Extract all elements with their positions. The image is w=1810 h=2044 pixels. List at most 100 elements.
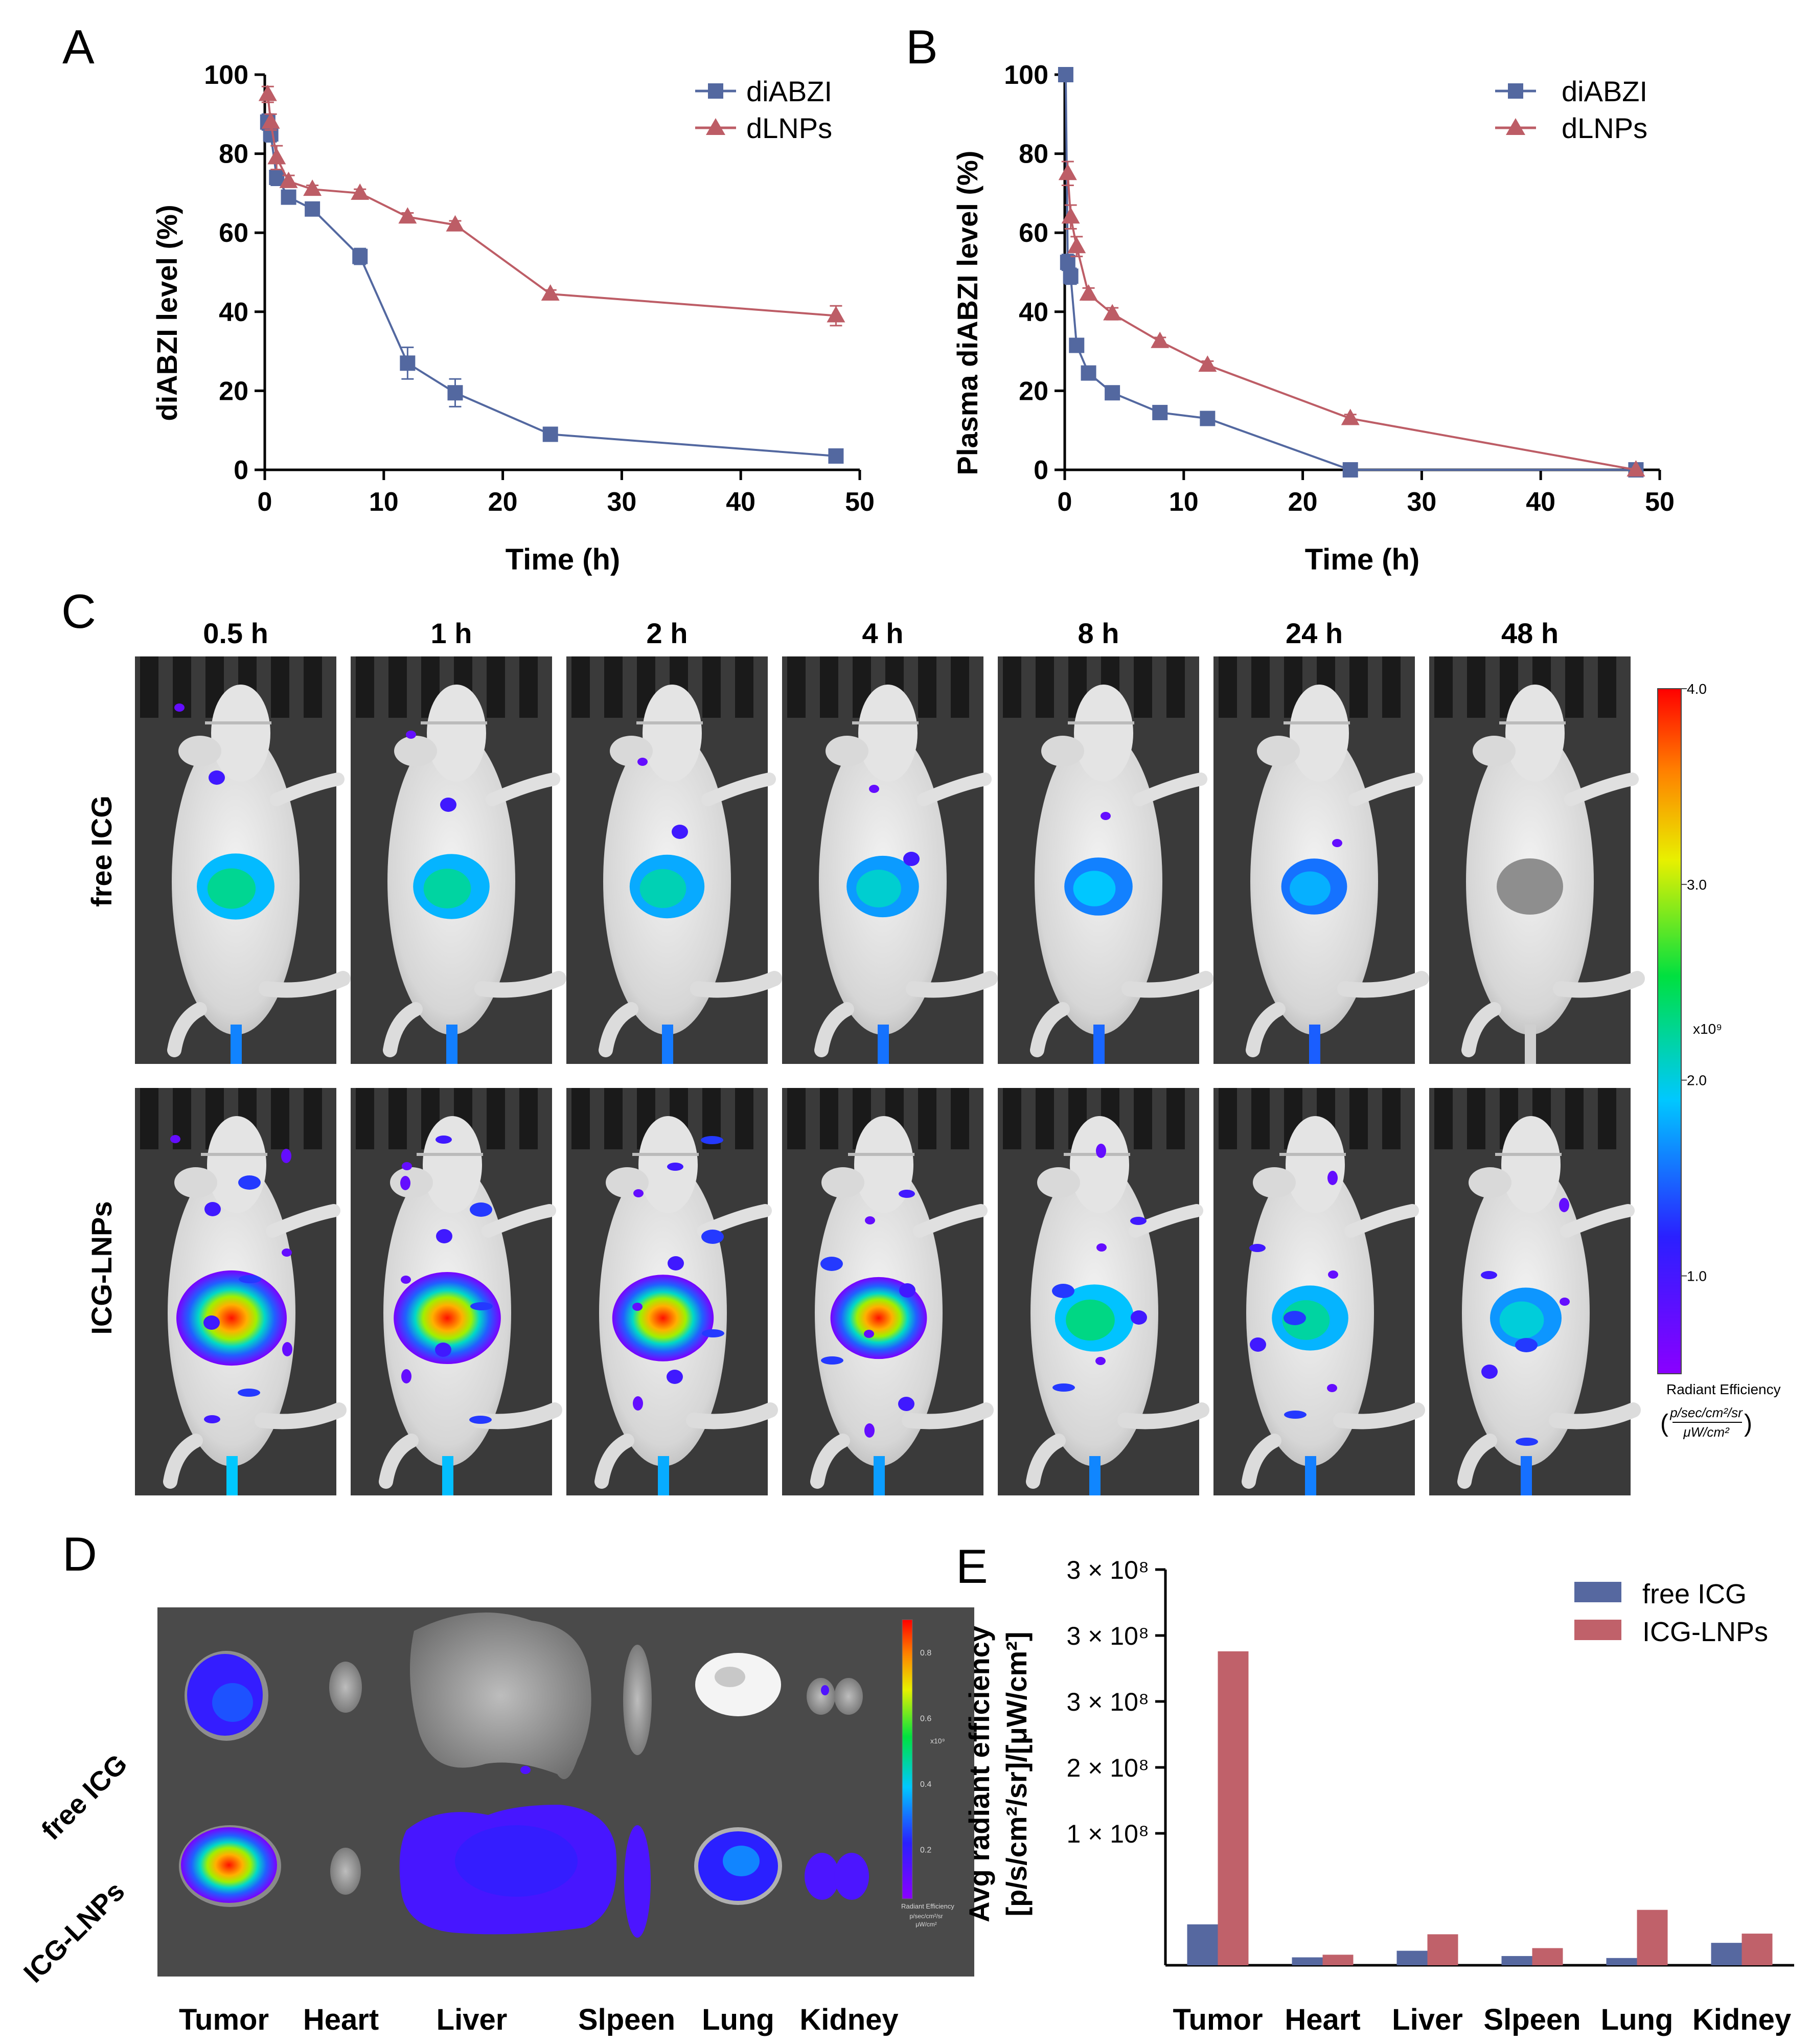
signal-spot xyxy=(436,1135,452,1144)
mouse-head xyxy=(854,1116,913,1213)
y-tick-label: 100 xyxy=(204,60,248,90)
signal-spot xyxy=(1332,839,1342,847)
mouse-head xyxy=(858,685,918,782)
organ-tumor-lnp-signal xyxy=(181,1827,277,1903)
colorbar-c-title: Radiant Efficiency xyxy=(1666,1381,1781,1397)
signal-spot xyxy=(1481,1271,1497,1279)
chart-a-ylabel: diABZI level (%) xyxy=(151,205,183,421)
y-tick-label: 2 × 10⁸ xyxy=(1067,1754,1150,1782)
mouse-hind-leg xyxy=(690,971,782,998)
cage-bar xyxy=(1003,656,1021,718)
x-tick-label: Tumor xyxy=(1173,2003,1263,2036)
mouse-ear xyxy=(821,1167,864,1198)
tumor-no-signal xyxy=(1497,858,1563,915)
tumor-signal-core xyxy=(639,869,686,909)
x-tick-label: Kidney xyxy=(1692,2003,1791,2036)
data-point-triangle xyxy=(1067,237,1086,254)
data-point-triangle xyxy=(541,284,560,301)
colorbar-d-unit-den: μW/cm² xyxy=(915,1921,937,1928)
mouse-front-leg xyxy=(917,773,992,806)
signal-spot xyxy=(402,1162,412,1170)
colorbar-c-exponent: x10⁹ xyxy=(1693,1021,1722,1037)
x-tick-label: 10 xyxy=(369,487,399,517)
row-label-free-icg: free ICG xyxy=(85,796,118,907)
mouse-front-leg xyxy=(697,1204,772,1238)
bar-icg-lnps xyxy=(1532,1948,1563,1965)
signal-spot xyxy=(436,1229,452,1243)
cage-bar xyxy=(271,1088,289,1149)
bar-free-icg xyxy=(1292,1957,1323,1965)
signal-spot xyxy=(899,1190,915,1198)
chart-e-ylabel-line2: [p/s/cm²/sr]/[μW/cm²] xyxy=(1000,1632,1033,1917)
signal-spot xyxy=(865,1216,875,1224)
d-row-label-icg-lnps: ICG-LNPs xyxy=(18,1876,131,1989)
mouse-tile xyxy=(998,656,1213,1064)
mouse-hind-leg-left xyxy=(167,1002,207,1057)
data-point-square xyxy=(1342,462,1358,478)
mouse-ear xyxy=(390,1167,433,1198)
cage-bar xyxy=(1166,1088,1185,1149)
mouse-tile xyxy=(782,1088,994,1495)
data-point-triangle xyxy=(1626,460,1645,476)
legend-label-diabzi: diABZI xyxy=(746,75,832,107)
tail-signal xyxy=(658,1456,669,1495)
mouse-ear xyxy=(1257,736,1300,766)
signal-spot xyxy=(170,1135,180,1143)
colorbar-c-tick-label: 2.0 xyxy=(1687,1073,1707,1088)
mouse-ear xyxy=(1253,1167,1296,1198)
series-line-dLNPs xyxy=(1066,173,1636,471)
mouse-ear xyxy=(178,736,221,766)
tumor-signal xyxy=(612,1275,714,1361)
organ-kidney-lnp-right xyxy=(834,1853,869,1900)
x-tick-label: 40 xyxy=(726,487,755,517)
mouse-head xyxy=(211,685,270,782)
timepoint-header: 48 h xyxy=(1501,617,1559,649)
organ-tumor-free-core xyxy=(212,1683,253,1722)
bar-free-icg xyxy=(1711,1943,1742,1965)
mouse-hind-leg xyxy=(1549,1402,1641,1429)
mouse-head xyxy=(1290,685,1349,782)
data-point-triangle xyxy=(1058,164,1077,180)
mouse-tile xyxy=(782,656,998,1064)
colorbar-d-unit-num: p/sec/cm²/sr xyxy=(909,1913,943,1920)
mouse-hind-leg xyxy=(255,1402,347,1429)
data-point-square xyxy=(542,426,558,442)
panel-label-b: B xyxy=(906,20,938,74)
mouse-front-leg xyxy=(270,773,345,806)
cage-bar xyxy=(1003,1088,1021,1149)
data-point-square xyxy=(400,355,416,371)
cage-bar xyxy=(951,1088,969,1149)
mouse-hind-leg xyxy=(1117,1402,1209,1429)
legend-label-dlnps: dLNPs xyxy=(746,112,832,144)
mouse-hind-leg-left xyxy=(1461,1002,1501,1057)
panel-c-colorbar: x10⁹ Radiant Efficiency p/sec/cm²/sr μW/… xyxy=(1657,681,1781,1440)
signal-spot xyxy=(440,798,456,812)
x-tick-label: Lung xyxy=(1601,2003,1674,2036)
legend-marker-square xyxy=(708,83,723,99)
x-tick-label: 20 xyxy=(1288,487,1318,517)
colorbar-d-tick-label: 0.4 xyxy=(920,1780,931,1789)
signal-spot xyxy=(820,1257,843,1271)
panel-label-a: A xyxy=(62,20,95,74)
cage-bar xyxy=(1166,656,1185,718)
data-point-square xyxy=(305,201,320,217)
organ-kidney-free-spot xyxy=(821,1685,829,1695)
y-tick-label: 1 × 10⁸ xyxy=(1067,1820,1150,1848)
mouse-head xyxy=(638,1116,698,1213)
data-point-square xyxy=(1058,67,1073,82)
signal-spot xyxy=(667,1163,683,1171)
signal-spot xyxy=(1559,1198,1569,1212)
x-tick-label: Liver xyxy=(1392,2003,1463,2036)
signal-spot xyxy=(204,1415,220,1423)
y-tick-label: 60 xyxy=(1019,218,1048,248)
bar-icg-lnps xyxy=(1742,1934,1773,1965)
timepoint-header: 1 h xyxy=(431,617,472,649)
mouse-front-leg xyxy=(1560,1204,1635,1238)
x-tick-label: 30 xyxy=(1407,487,1436,517)
signal-spot xyxy=(864,1423,875,1438)
x-tick-label: 40 xyxy=(1526,487,1555,517)
colorbar-d-title: Radiant Efficiency xyxy=(901,1902,954,1910)
organ-liver-free xyxy=(410,1613,591,1779)
mouse-tile xyxy=(1213,656,1429,1064)
